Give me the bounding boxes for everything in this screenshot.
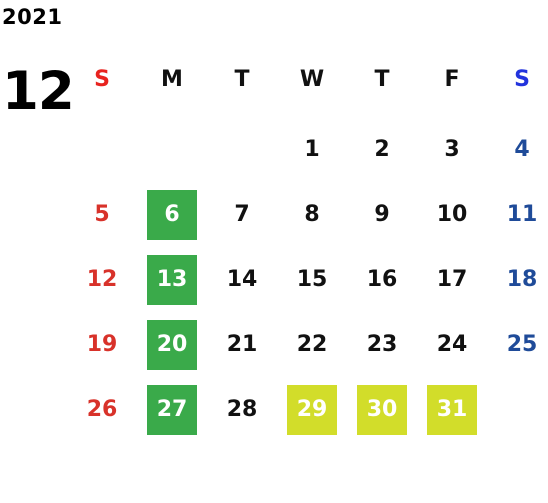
date-label: 31 — [427, 385, 477, 435]
date-label: 2 — [374, 137, 390, 162]
date-cell[interactable]: 3 — [417, 130, 487, 170]
date-label: 22 — [296, 332, 328, 357]
weekday-header: M — [161, 67, 183, 92]
weekday-header: F — [444, 67, 460, 92]
date-label: 5 — [94, 202, 110, 227]
date-label: 19 — [86, 332, 118, 357]
weekday-header: T — [234, 67, 250, 92]
date-cell-yellow[interactable]: 30 — [347, 385, 417, 435]
date-label: 9 — [374, 202, 390, 227]
date-cell-green[interactable]: 6 — [137, 190, 207, 240]
date-label: 12 — [86, 267, 118, 292]
date-cell-yellow[interactable]: 29 — [277, 385, 347, 435]
date-cell[interactable]: 9 — [347, 195, 417, 235]
date-label: 17 — [436, 267, 468, 292]
date-cell[interactable]: 12 — [67, 260, 137, 300]
date-label: 8 — [304, 202, 320, 227]
date-cell[interactable]: 10 — [417, 195, 487, 235]
date-cell[interactable]: 17 — [417, 260, 487, 300]
date-label: 6 — [147, 190, 197, 240]
weekday-header: T — [374, 67, 390, 92]
date-cell[interactable]: 21 — [207, 325, 277, 365]
date-cell[interactable]: 18 — [487, 260, 548, 300]
date-cell[interactable]: 26 — [67, 390, 137, 430]
month-number: 12 — [2, 61, 75, 122]
date-cell[interactable]: 2 — [347, 130, 417, 170]
date-label: 27 — [147, 385, 197, 435]
year-label: 2021 — [2, 5, 63, 29]
date-cell[interactable]: 5 — [67, 195, 137, 235]
date-cell[interactable]: 16 — [347, 260, 417, 300]
weekday-header: W — [299, 67, 325, 92]
date-label: 3 — [444, 137, 460, 162]
date-label: 26 — [86, 397, 118, 422]
date-label: 23 — [366, 332, 398, 357]
date-cell-green[interactable]: 13 — [137, 255, 207, 305]
date-label: 11 — [506, 202, 538, 227]
date-label: 25 — [506, 332, 538, 357]
date-label: 7 — [234, 202, 250, 227]
date-label: 13 — [147, 255, 197, 305]
date-cell[interactable]: 25 — [487, 325, 548, 365]
date-cell[interactable]: 7 — [207, 195, 277, 235]
date-cell-green[interactable]: 20 — [137, 320, 207, 370]
date-label: 21 — [226, 332, 258, 357]
date-label: 18 — [506, 267, 538, 292]
date-cell[interactable]: 22 — [277, 325, 347, 365]
date-label: 30 — [357, 385, 407, 435]
date-label: 20 — [147, 320, 197, 370]
weekday-header: S — [94, 67, 110, 92]
date-cell-yellow[interactable]: 31 — [417, 385, 487, 435]
date-cell[interactable]: 19 — [67, 325, 137, 365]
date-cell[interactable]: 15 — [277, 260, 347, 300]
date-cell[interactable]: 24 — [417, 325, 487, 365]
date-label: 10 — [436, 202, 468, 227]
date-cell[interactable]: 8 — [277, 195, 347, 235]
weekday-header: S — [514, 67, 530, 92]
date-label: 16 — [366, 267, 398, 292]
date-label: 15 — [296, 267, 328, 292]
date-label: 24 — [436, 332, 468, 357]
date-cell[interactable]: 14 — [207, 260, 277, 300]
date-cell[interactable]: 1 — [277, 130, 347, 170]
date-label: 1 — [304, 137, 320, 162]
date-label: 28 — [226, 397, 258, 422]
date-cell[interactable]: 4 — [487, 130, 548, 170]
date-label: 4 — [514, 137, 530, 162]
date-label: 14 — [226, 267, 258, 292]
date-cell[interactable]: 28 — [207, 390, 277, 430]
date-label: 29 — [287, 385, 337, 435]
calendar-grid: S M T W T F S 1 2 3 4 5 6 7 8 9 10 11 12 13 14 15 16 17 18 19 20 21… — [67, 0, 548, 503]
date-cell[interactable]: 11 — [487, 195, 548, 235]
date-cell[interactable]: 23 — [347, 325, 417, 365]
date-cell-green[interactable]: 27 — [137, 385, 207, 435]
